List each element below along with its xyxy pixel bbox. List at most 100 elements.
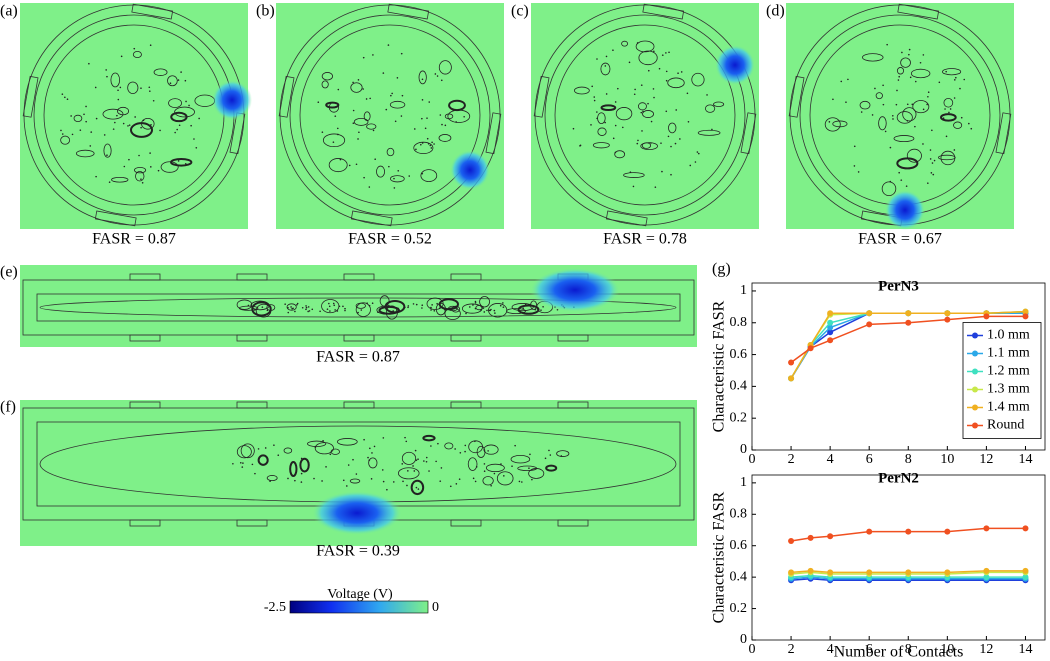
field-dot <box>430 306 432 309</box>
field-dot <box>239 461 242 464</box>
field-dot <box>344 307 346 310</box>
field-dot <box>474 440 476 443</box>
field-dot <box>425 456 428 459</box>
field-dot <box>336 310 339 312</box>
field-dot <box>417 488 420 490</box>
field-dot <box>300 472 303 475</box>
field-dot <box>328 302 330 305</box>
field-dot <box>363 438 365 441</box>
contact <box>557 401 589 409</box>
field-dot <box>540 309 542 311</box>
x-tick-label: 0 <box>749 642 756 657</box>
field-dot <box>464 444 467 447</box>
fascicle <box>117 106 130 116</box>
field-dot <box>421 78 424 81</box>
field-dot <box>628 61 631 64</box>
field-dot <box>670 145 672 148</box>
panel-label: (c) <box>511 3 529 20</box>
series-line <box>791 577 1026 582</box>
field-dot <box>382 437 385 439</box>
field-dot <box>898 75 901 78</box>
field-dot <box>909 76 912 79</box>
field-dot <box>945 135 948 138</box>
field-dot <box>415 486 418 489</box>
field-dot <box>128 124 131 126</box>
field-dot <box>425 460 428 463</box>
field-dot <box>317 101 320 104</box>
fascicle <box>438 298 459 311</box>
x-axis-label: Number of Contacts <box>834 644 964 661</box>
field-dot <box>362 88 364 90</box>
field-dot <box>677 72 679 74</box>
panel-label: (b) <box>256 3 275 20</box>
fascicle <box>236 445 252 459</box>
panel-label: (d) <box>766 3 785 20</box>
field-dot <box>636 42 639 44</box>
field-dot <box>342 479 345 482</box>
field-dot <box>287 477 289 480</box>
field-dot <box>464 450 466 453</box>
field-dot <box>892 118 894 120</box>
field-dot <box>264 447 267 449</box>
line-charts: 00.20.40.60.810 2 4 6 8 10 12 14PerN3Characteri… <box>711 278 1046 661</box>
field-dot <box>417 458 419 461</box>
field-dot <box>433 143 435 145</box>
field-dot <box>426 137 429 140</box>
fascicle <box>135 171 145 182</box>
fascicle <box>401 451 417 465</box>
field-dot <box>896 89 898 92</box>
field-dot <box>119 86 122 89</box>
cuff-ring <box>554 24 736 206</box>
field-dot <box>518 480 521 483</box>
data-point <box>1022 308 1029 315</box>
field-dot <box>697 152 700 155</box>
field-dot <box>232 462 234 465</box>
plot-area <box>751 474 1046 641</box>
field-dot <box>371 302 374 305</box>
fascicle <box>667 77 685 89</box>
field-dot <box>524 303 527 306</box>
field-dot <box>528 303 530 306</box>
field-dot <box>140 126 142 129</box>
field-dot <box>480 309 482 311</box>
data-point <box>1022 313 1029 320</box>
panel-label: (g) <box>712 261 731 278</box>
field-dot <box>369 97 371 100</box>
field-dot <box>548 449 550 452</box>
field-dot <box>269 480 271 482</box>
fascicle <box>910 68 931 79</box>
field-dot <box>371 452 373 454</box>
field-dot <box>438 307 441 309</box>
field-dot <box>188 104 190 107</box>
field-dot <box>176 128 178 131</box>
field-dot <box>502 306 505 308</box>
cuff-ring <box>289 14 491 216</box>
field-dot <box>352 109 355 112</box>
field-dot <box>337 88 340 91</box>
field-dot <box>680 71 683 73</box>
field-dot <box>503 475 505 477</box>
fascicle <box>283 447 293 454</box>
fascicle <box>953 121 963 129</box>
panel: (b) FASR = 0.52 <box>256 3 504 248</box>
field-dot <box>301 306 304 309</box>
fascicle <box>556 450 570 457</box>
nerve <box>39 297 677 318</box>
field-dot <box>368 304 371 307</box>
panel: (c) FASR = 0.78 <box>511 3 759 248</box>
field-dot <box>241 466 244 468</box>
field-dot <box>114 121 116 124</box>
field-dot <box>347 464 350 466</box>
fascicle <box>902 107 917 122</box>
data-point <box>866 310 873 317</box>
fascicle <box>447 109 471 123</box>
panel-bg <box>20 3 248 229</box>
field-dot <box>614 151 617 154</box>
field-dot <box>106 154 108 157</box>
fascicle <box>174 106 195 118</box>
field-dot <box>437 442 439 445</box>
legend-label: 1.1 mm <box>987 346 1030 361</box>
x-tick-label: 14 <box>1018 452 1032 467</box>
field-dot <box>439 480 442 482</box>
field-dot <box>95 175 97 178</box>
